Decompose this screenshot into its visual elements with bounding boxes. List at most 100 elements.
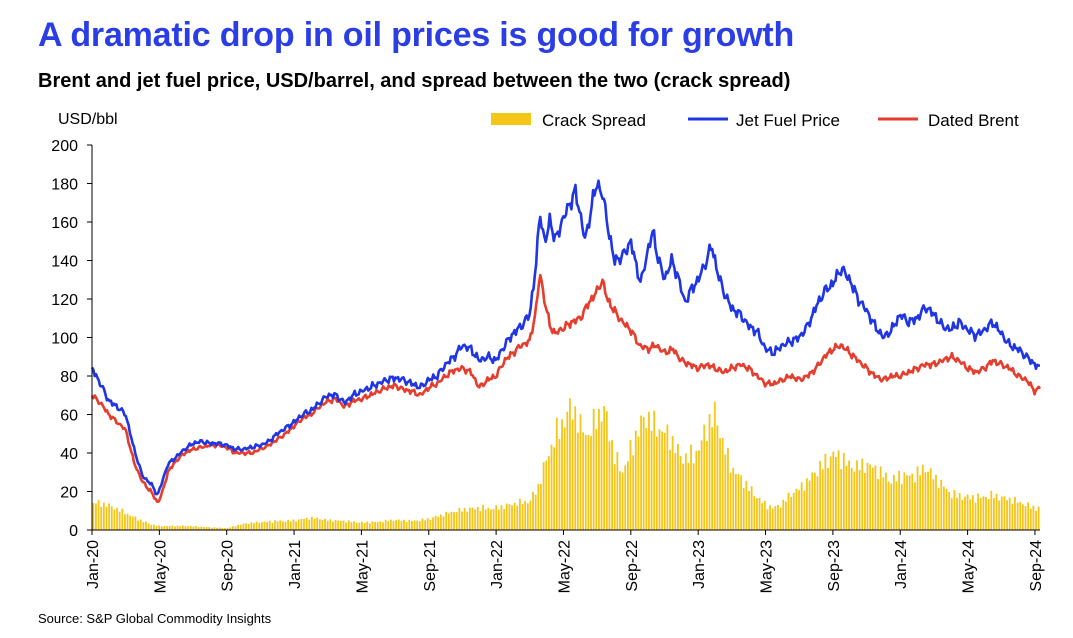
crack-spread-bar	[842, 452, 845, 530]
crack-spread-bar	[513, 502, 516, 530]
crack-spread-bar	[734, 473, 737, 530]
crack-spread-bar	[761, 503, 764, 530]
y-tick-label: 140	[51, 254, 78, 271]
crack-spread-bar	[895, 481, 898, 530]
crack-spread-bar	[569, 398, 571, 530]
crack-spread-bar	[916, 466, 919, 530]
crack-spread-bar	[574, 406, 577, 530]
crack-spread-bar	[503, 509, 506, 530]
crack-spread-bar	[145, 521, 147, 530]
crack-spread-bar	[413, 520, 416, 530]
crack-spread-bar	[416, 520, 419, 530]
crack-spread-bar	[640, 415, 642, 530]
crack-spread-bar	[534, 494, 537, 530]
crack-spread-bar	[158, 525, 161, 530]
crack-spread-bar	[790, 496, 793, 530]
crack-spread-bar	[382, 522, 384, 530]
crack-spread-bar	[453, 512, 455, 530]
y-tick-label: 160	[51, 215, 78, 232]
crack-spread-bar	[798, 490, 800, 530]
crack-spread-bar	[555, 417, 558, 530]
y-tick-label: 180	[51, 177, 78, 194]
crack-spread-bar	[666, 424, 669, 530]
crack-spread-bar	[845, 465, 848, 530]
crack-spread-bar	[626, 461, 629, 530]
crack-spread-bar	[655, 436, 658, 530]
y-tick-label: 40	[60, 446, 78, 463]
crack-spread-bar	[129, 515, 132, 530]
crack-spread-bar	[863, 472, 866, 530]
crack-spread-bar	[771, 508, 774, 530]
crack-spread-bar	[985, 497, 987, 530]
crack-spread-bar	[253, 523, 255, 530]
crack-spread-bar	[850, 467, 853, 530]
crack-spread-bar	[650, 430, 653, 530]
crack-spread-bar	[131, 516, 134, 530]
crack-spread-bar	[389, 519, 392, 530]
crack-spread-bar	[447, 513, 450, 530]
crack-spread-bar	[877, 478, 879, 530]
crack-spread-bar	[326, 520, 329, 530]
crack-spread-bar	[284, 521, 287, 530]
crack-spread-bar	[358, 522, 361, 530]
crack-spread-bar	[192, 526, 195, 530]
crack-spread-bar	[532, 492, 534, 530]
crack-spread-bar	[687, 462, 690, 530]
crack-spread-bar	[748, 491, 750, 530]
x-tick-label: Sep-24	[1028, 540, 1045, 592]
crack-spread-bar	[705, 441, 708, 530]
crack-spread-bar	[882, 477, 885, 530]
crack-spread-bar	[368, 523, 371, 530]
crack-spread-bar	[208, 527, 211, 530]
crack-spread-bar	[482, 504, 484, 530]
crack-spread-bar	[958, 493, 961, 530]
crack-spread-bar	[316, 517, 319, 530]
crack-spread-bar	[437, 516, 440, 530]
crack-spread-bar	[579, 414, 582, 530]
crack-spread-bar	[784, 501, 787, 530]
crack-spread-bar	[977, 493, 980, 530]
crack-spread-bar	[861, 458, 864, 530]
crack-spread-bar	[698, 450, 700, 530]
crack-spread-bar	[911, 473, 914, 530]
y-axis-label: USD/bbl	[58, 111, 118, 128]
crack-spread-bar	[856, 460, 858, 530]
crack-spread-bar	[571, 419, 574, 530]
crack-spread-bar	[379, 521, 382, 530]
crack-spread-bar	[553, 447, 556, 530]
crack-spread-bar	[766, 509, 769, 530]
crack-spread-bar	[879, 466, 882, 530]
crack-spread-bar	[561, 419, 563, 530]
crack-spread-bar	[126, 513, 129, 530]
crack-spread-bar	[266, 521, 269, 530]
crack-spread-bar	[205, 526, 208, 530]
crack-spread-bar	[332, 521, 334, 530]
crack-spread-bar	[176, 525, 179, 530]
crack-spread-bar	[155, 525, 158, 530]
axes: 0 20 40 60 80 100 120 140 160 180 200 Jan-20 May-20 S…	[51, 138, 1045, 593]
crack-spread-bar	[740, 475, 743, 530]
crack-spread-bar	[1000, 496, 1003, 530]
crack-spread-bar	[260, 522, 263, 530]
crack-spread-bar	[590, 435, 592, 530]
crack-spread-bar	[442, 516, 445, 530]
crack-spread-bar	[737, 473, 740, 530]
crack-spread-bar	[937, 488, 940, 530]
crack-spread-bar	[450, 511, 453, 530]
crack-spread-bar	[616, 451, 619, 530]
crack-spread-bar	[350, 522, 353, 530]
crack-spread-bar	[189, 525, 192, 530]
crack-spread-bar	[95, 503, 97, 530]
crack-spread-bar	[519, 498, 521, 530]
crack-spread-bar	[418, 521, 421, 530]
legend: Crack Spread Jet Fuel Price Dated Brent	[491, 111, 1019, 130]
crack-spread-bar	[497, 509, 500, 530]
crack-spread-bar	[308, 519, 311, 530]
crack-spread-bar	[282, 521, 284, 530]
x-tick-label: Sep-20	[220, 540, 237, 592]
crack-spread-bar	[803, 490, 806, 530]
crack-spread-bar	[166, 526, 168, 530]
crack-spread-bar	[303, 518, 305, 530]
crack-spread-bar	[998, 500, 1001, 530]
crack-spread-bar	[429, 519, 432, 530]
